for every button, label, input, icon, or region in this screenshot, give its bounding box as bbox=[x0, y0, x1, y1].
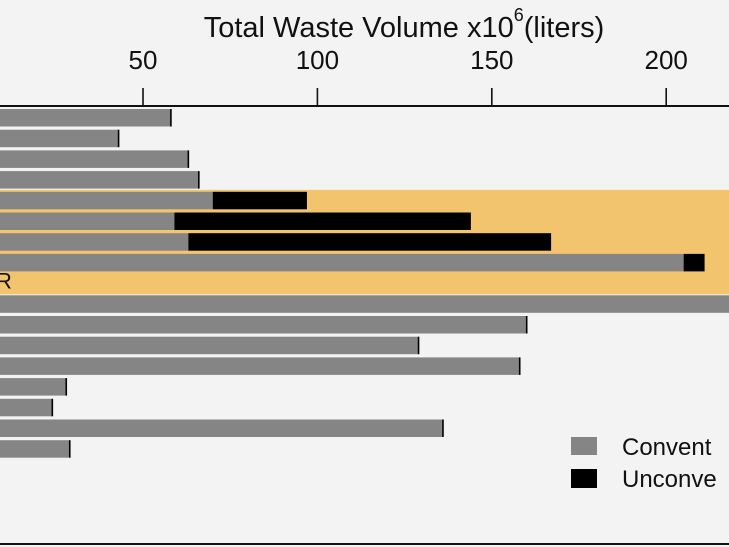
x-tick-label: 150 bbox=[470, 45, 513, 75]
x-tick-label: 50 bbox=[129, 45, 158, 75]
bar-conventional bbox=[0, 440, 70, 458]
legend-swatch-unconventional bbox=[571, 469, 597, 488]
bar-conventional bbox=[0, 336, 419, 355]
bar-conventional bbox=[0, 233, 189, 251]
axis-title-main: Total Waste Volume x10 bbox=[204, 12, 514, 44]
bar-conventional bbox=[0, 212, 175, 230]
axis-title: Total Waste Volume x106(liters) bbox=[204, 5, 605, 44]
bar-conventional bbox=[0, 253, 684, 272]
bar-conventional bbox=[0, 150, 189, 168]
axis-title-exponent: 6 bbox=[514, 5, 524, 25]
bar-conventional bbox=[0, 378, 67, 396]
bar-unconventional bbox=[212, 191, 307, 210]
row-label: R bbox=[0, 269, 12, 294]
legend: Convent Unconve bbox=[571, 434, 717, 493]
row-labels: R bbox=[0, 269, 12, 294]
top-axis: 50 100 150 200 bbox=[0, 45, 729, 545]
bar-conventional bbox=[0, 398, 53, 417]
bar-unconventional bbox=[188, 233, 552, 251]
x-tick-label: 100 bbox=[296, 45, 339, 75]
axis-title-units: (liters) bbox=[524, 12, 605, 44]
bar-conventional bbox=[0, 357, 520, 375]
bar-conventional bbox=[0, 419, 443, 437]
legend-swatch-conventional bbox=[571, 437, 597, 455]
bar-conventional bbox=[0, 109, 171, 127]
bar-unconventional bbox=[683, 253, 705, 272]
bar-conventional bbox=[0, 191, 213, 210]
legend-label-unconventional: Unconve bbox=[622, 466, 717, 493]
x-tick-label: 200 bbox=[645, 45, 688, 75]
bar-conventional bbox=[0, 316, 527, 334]
bar-unconventional bbox=[174, 212, 471, 230]
bar-conventional bbox=[0, 171, 199, 189]
bar-conventional bbox=[0, 295, 729, 313]
legend-label-conventional: Convent bbox=[622, 434, 712, 461]
bar-conventional bbox=[0, 129, 119, 148]
bars bbox=[0, 109, 729, 458]
